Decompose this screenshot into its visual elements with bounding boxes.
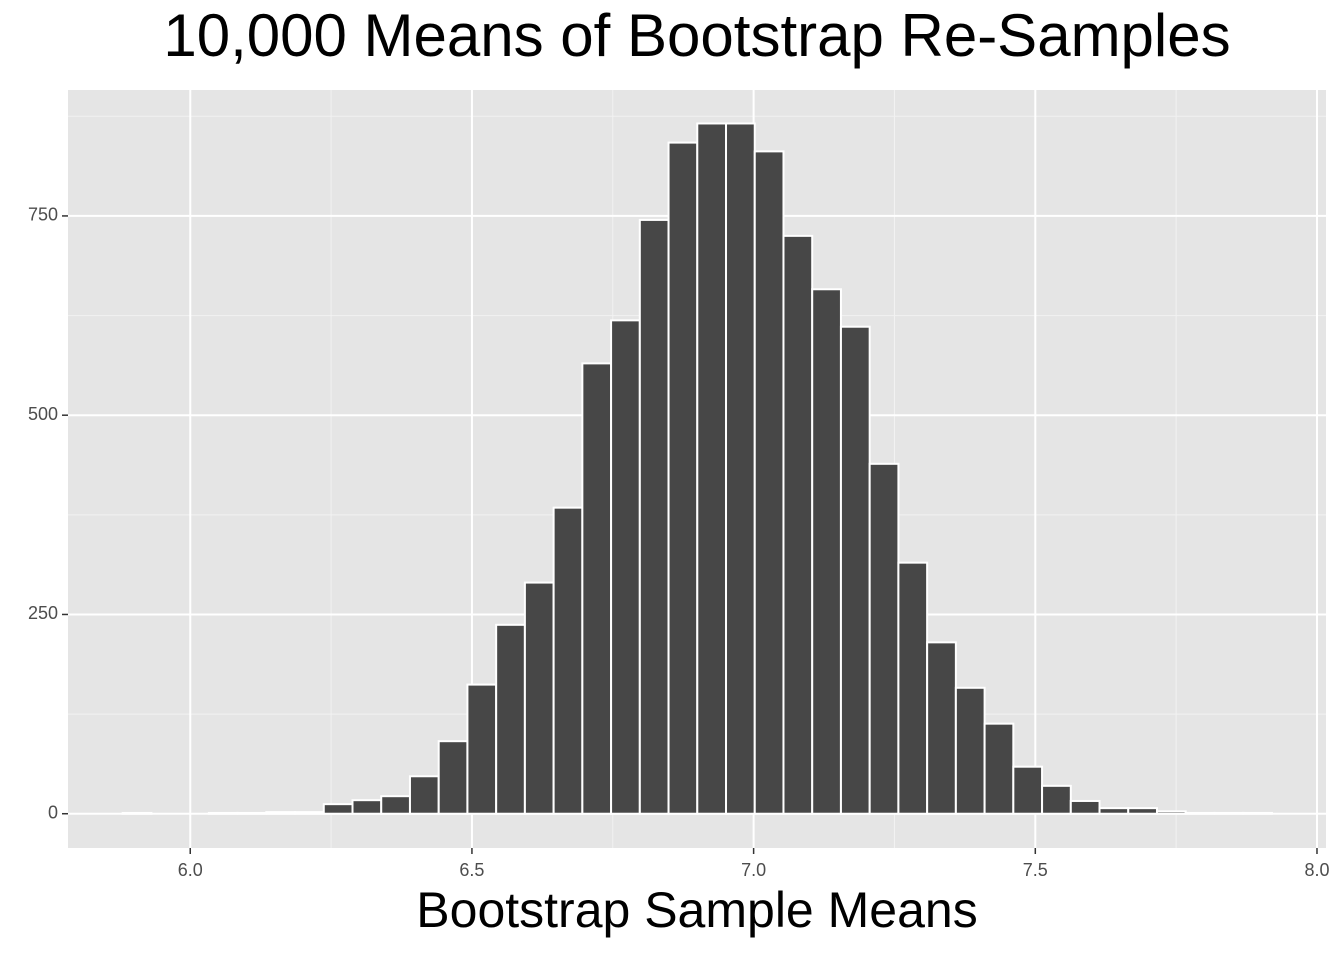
bar [1155,810,1187,815]
bar [1127,807,1158,815]
y-tick-label: 0 [48,802,58,822]
bar [926,641,957,815]
bar [1184,811,1216,815]
bar [1069,799,1101,815]
y-tick-label: 750 [28,205,58,225]
bar [839,325,871,815]
bar [236,811,268,815]
bar [811,288,842,815]
bar [782,234,814,815]
x-tick-label: 6.5 [459,860,484,880]
y-tick-label: 500 [28,404,58,424]
bar [265,811,297,815]
x-tick-label: 7.5 [1023,860,1048,880]
bar [523,581,555,815]
bar [1098,807,1130,815]
bar [581,362,613,815]
axes: 0 250 500 750 6.0 6.5 7.0 7.5 8.0 [28,205,1330,880]
bar [408,775,440,815]
bar [897,561,929,815]
x-tick-label: 7.0 [741,860,766,880]
bar [638,218,670,815]
bar [294,811,325,815]
bar [954,686,986,815]
bar [1213,811,1245,815]
bar [351,799,383,815]
bar [725,122,756,815]
bar [121,811,153,815]
x-axis-label: Bootstrap Sample Means [416,882,977,938]
bar [1041,784,1072,815]
bar [696,122,728,815]
bar [466,683,498,815]
bar [322,803,354,815]
bar [667,141,699,815]
bar [437,740,469,815]
bar [380,795,411,815]
bar [983,722,1015,815]
bar [610,319,641,815]
bar [1242,811,1273,815]
bar [495,623,526,815]
x-tick-label: 6.0 [178,860,203,880]
bars [121,122,1273,815]
bar [1012,765,1044,815]
x-tick-label: 8.0 [1304,860,1329,880]
bar [552,506,584,815]
bar [868,462,900,815]
bar [207,811,239,815]
y-tick-label: 250 [28,603,58,623]
bar [753,150,785,815]
chart-title: 10,000 Means of Bootstrap Re-Samples [163,2,1230,69]
